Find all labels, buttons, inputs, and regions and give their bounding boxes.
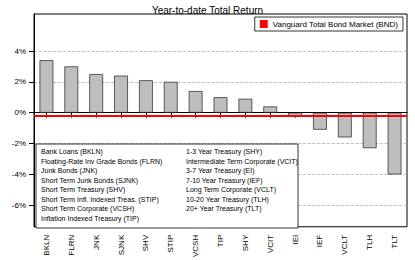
svg-text:STIP: STIP (166, 235, 175, 253)
svg-text:TLT: TLT (390, 235, 399, 249)
svg-text:20+ Year Treasury (TLT): 20+ Year Treasury (TLT) (186, 205, 262, 213)
svg-text:Short Term Junk Bonds (SJNK): Short Term Junk Bonds (SJNK) (41, 177, 138, 185)
svg-text:Short Term Infl. Indexed Treas: Short Term Infl. Indexed Treas. (STIP) (41, 196, 159, 204)
svg-text:SJNK: SJNK (117, 234, 126, 255)
svg-text:JNK: JNK (92, 234, 101, 250)
svg-text:BKLN: BKLN (42, 235, 51, 256)
svg-text:7-10 Year Treasury (IEF): 7-10 Year Treasury (IEF) (186, 177, 263, 185)
svg-text:FLRN: FLRN (67, 235, 76, 256)
svg-text:VCSH: VCSH (191, 235, 200, 257)
svg-text:1-3 Year Treasury (SHY): 1-3 Year Treasury (SHY) (186, 148, 262, 156)
svg-text:SHY: SHY (241, 234, 250, 251)
svg-text:-2%: -2% (12, 139, 26, 148)
svg-text:4%: 4% (14, 47, 26, 56)
svg-text:Short Term Corporate (VCSH): Short Term Corporate (VCSH) (41, 205, 134, 213)
svg-text:SHV: SHV (141, 234, 150, 251)
svg-text:IEI: IEI (291, 235, 300, 245)
svg-text:Inflation Indexed Treasury (TI: Inflation Indexed Treasury (TIP) (41, 215, 139, 223)
svg-text:TLH: TLH (365, 235, 374, 250)
svg-text:Short Term Treasury (SHV): Short Term Treasury (SHV) (41, 186, 125, 194)
svg-text:0%: 0% (14, 108, 26, 117)
svg-text:3-7 Year Treasury (EI): 3-7 Year Treasury (EI) (186, 167, 254, 175)
svg-text:IEF: IEF (315, 235, 324, 248)
svg-text:10-20 Year Treasury (TLH): 10-20 Year Treasury (TLH) (186, 196, 269, 204)
svg-text:Vanguard Total Bond Market (BN: Vanguard Total Bond Market (BND) (273, 20, 398, 29)
svg-text:Bank Loans (BKLN): Bank Loans (BKLN) (41, 148, 103, 156)
svg-text:-4%: -4% (12, 170, 26, 179)
svg-text:-6%: -6% (12, 201, 26, 210)
svg-text:VCIT: VCIT (266, 235, 275, 253)
svg-text:Long Term Corporate (VCLT): Long Term Corporate (VCLT) (186, 186, 276, 194)
svg-text:TIP: TIP (216, 235, 225, 247)
svg-text:Year-to-date Total Return: Year-to-date Total Return (152, 5, 263, 16)
svg-text:2%: 2% (14, 77, 26, 86)
svg-text:Junk Bonds (JNK): Junk Bonds (JNK) (41, 167, 97, 175)
svg-text:Intermediate Term Corporate (V: Intermediate Term Corporate (VCIT) (186, 158, 298, 166)
svg-text:Floating-Rate Inv Grade Bonds: Floating-Rate Inv Grade Bonds (FLRN) (41, 158, 162, 166)
svg-text:VCLT: VCLT (340, 235, 349, 255)
